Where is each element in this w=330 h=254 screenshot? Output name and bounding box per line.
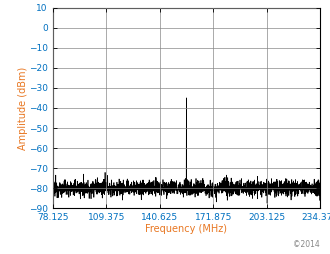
X-axis label: Frequency (MHz): Frequency (MHz) — [146, 224, 227, 233]
Text: ©2014: ©2014 — [293, 240, 320, 249]
Y-axis label: Amplitude (dBm): Amplitude (dBm) — [17, 66, 27, 150]
